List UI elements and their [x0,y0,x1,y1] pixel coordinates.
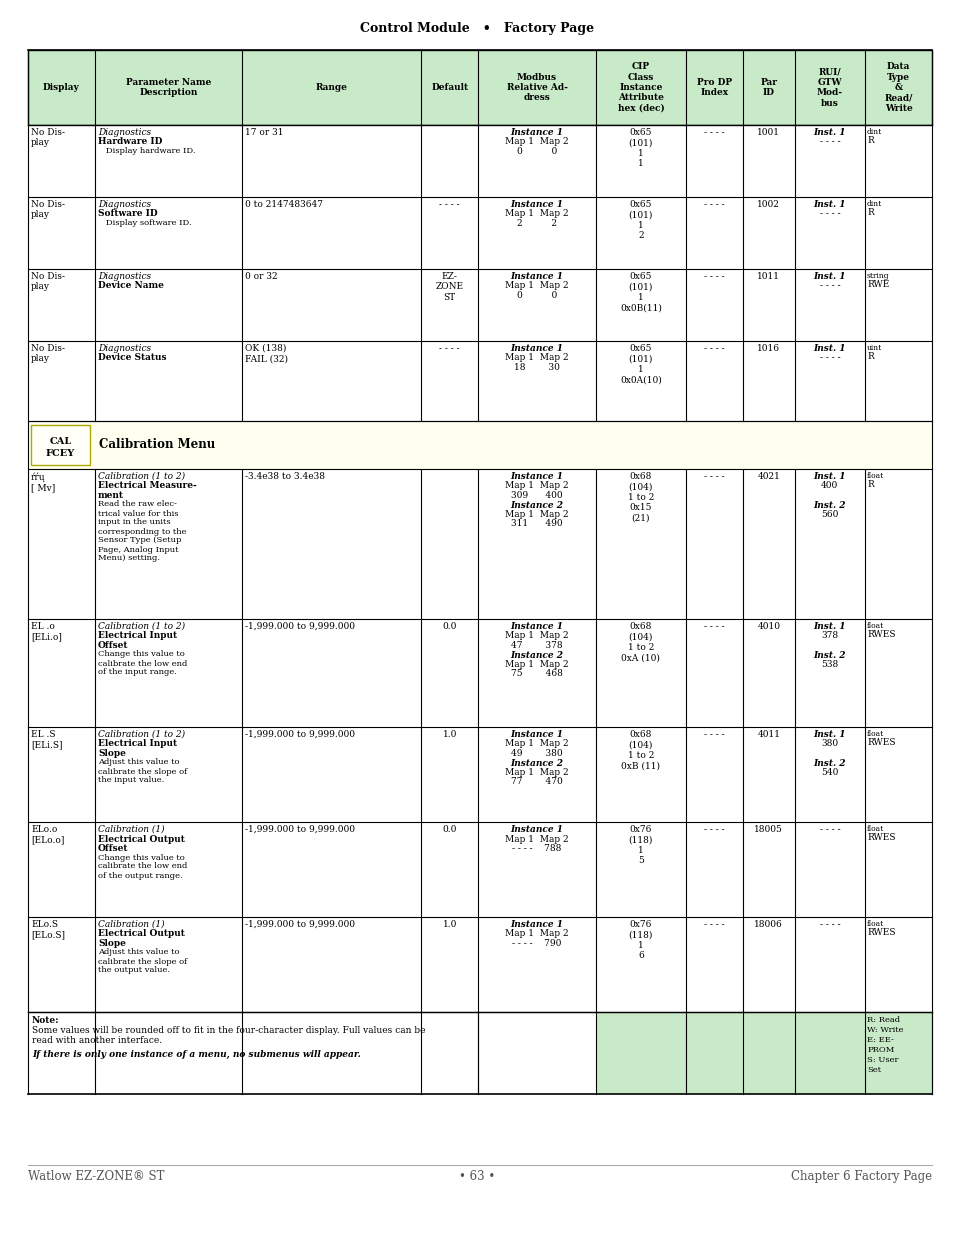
Text: 4021: 4021 [757,472,780,480]
Text: Slope: Slope [98,748,126,758]
Bar [28,125,931,198]
Text: W: Write: W: Write [866,1026,902,1034]
Text: Hardware ID: Hardware ID [98,137,162,147]
Text: R: R [866,480,873,489]
Text: - - - -: - - - - [439,200,459,209]
Bar [28,269,931,341]
Text: 4011: 4011 [757,730,780,739]
Text: Instance 2: Instance 2 [510,651,563,659]
Text: - - - -: - - - - [819,137,840,147]
Text: Instance 1: Instance 1 [510,128,563,137]
Text: Set: Set [866,1066,881,1074]
Text: 17 or 31: 17 or 31 [245,128,283,137]
Text: No Dis-
play: No Dis- play [30,128,65,147]
Text: 0 to 2147483647: 0 to 2147483647 [245,200,323,209]
Text: Adjust this value to: Adjust this value to [98,758,179,767]
Text: Change this value to: Change this value to [98,853,185,862]
Bar [28,341,931,421]
Text: RWE: RWE [866,280,888,289]
Text: Instance 1: Instance 1 [510,345,563,353]
Text: 0.0: 0.0 [442,825,456,834]
Text: Calibration (1): Calibration (1) [98,920,164,929]
Text: -1,999.000 to 9,999.000: -1,999.000 to 9,999.000 [245,730,355,739]
Text: Map 1  Map 2: Map 1 Map 2 [504,482,568,490]
Text: R: R [866,207,873,217]
Text: of the output range.: of the output range. [98,872,182,879]
Text: - - - -: - - - - [703,825,724,834]
Text: Par
ID: Par ID [760,78,777,98]
Text: Electrical Input: Electrical Input [98,740,177,748]
Text: 0x68
(104)
1 to 2
0x15
(21): 0x68 (104) 1 to 2 0x15 (21) [627,472,654,522]
Text: 1016: 1016 [757,345,780,353]
Bar [28,619,931,727]
Text: Calibration (1 to 2): Calibration (1 to 2) [98,622,185,631]
Text: float: float [866,622,883,630]
Text: 309      400: 309 400 [511,492,562,500]
Text: - - - -: - - - - [819,282,840,290]
Bar [28,918,931,1011]
Text: ELo.S
[ELo.S]: ELo.S [ELo.S] [30,920,65,940]
Text: CAL: CAL [50,437,71,447]
Text: 0          0: 0 0 [517,291,557,300]
Text: - - - -: - - - - [703,730,724,739]
Text: 47        378: 47 378 [511,641,562,650]
Text: Some values will be rounded off to fit in the four-character display. Full value: Some values will be rounded off to fit i… [32,1026,425,1035]
Text: the input value.: the input value. [98,777,164,784]
Text: Sensor Type (Setup: Sensor Type (Setup [98,536,181,545]
Text: 0x65
(101)
1
1: 0x65 (101) 1 1 [628,128,653,168]
Text: Map 1  Map 2: Map 1 Map 2 [504,510,568,519]
Text: 378: 378 [821,631,838,641]
Text: 77        470: 77 470 [511,778,562,787]
Text: Display software ID.: Display software ID. [98,219,192,227]
Text: - - - -: - - - - [819,920,840,929]
Text: the output value.: the output value. [98,967,170,974]
Text: Adjust this value to: Adjust this value to [98,948,179,956]
Text: RUI/
GTW
Mod-
bus: RUI/ GTW Mod- bus [816,68,841,107]
Text: Calibration (1 to 2): Calibration (1 to 2) [98,472,185,480]
Text: • 63 •: • 63 • [458,1170,495,1183]
Text: 49        380: 49 380 [511,748,562,758]
Text: EZ-
ZONE
ST: EZ- ZONE ST [436,272,463,301]
Text: Instance 1: Instance 1 [510,825,563,834]
Text: - - - -: - - - - [703,272,724,282]
Text: - - - -: - - - - [819,825,840,834]
Text: PROM: PROM [866,1046,894,1053]
Text: float: float [866,825,883,832]
Text: 4010: 4010 [757,622,780,631]
Text: 0x76
(118)
1
5: 0x76 (118) 1 5 [628,825,653,866]
Text: 18006: 18006 [754,920,782,929]
Text: EL .o
[ELi.o]: EL .o [ELi.o] [30,622,62,641]
Text: Page, Analog Input: Page, Analog Input [98,546,178,553]
Text: RWES: RWES [866,630,895,638]
Text: Electrical Output: Electrical Output [98,930,185,939]
Text: Display: Display [43,83,80,91]
Text: Pro DP
Index: Pro DP Index [697,78,731,98]
Text: Map 1  Map 2: Map 1 Map 2 [504,930,568,939]
Text: -3.4e38 to 3.4e38: -3.4e38 to 3.4e38 [245,472,325,480]
Text: Inst. 1: Inst. 1 [813,200,845,209]
Text: 1011: 1011 [757,272,780,282]
Text: Diagnostics: Diagnostics [98,128,151,137]
Text: Map 1  Map 2: Map 1 Map 2 [504,835,568,844]
Text: R: Read: R: Read [866,1016,900,1024]
Text: Diagnostics: Diagnostics [98,272,151,282]
Text: Map 1  Map 2: Map 1 Map 2 [504,353,568,363]
Text: - - - -    788: - - - - 788 [512,844,561,853]
Text: Electrical Input: Electrical Input [98,631,177,641]
Text: input in the units: input in the units [98,519,171,526]
Text: - - - -: - - - - [703,128,724,137]
Text: Slope: Slope [98,939,126,948]
Text: Inst. 1: Inst. 1 [813,128,845,137]
Text: Inst. 1: Inst. 1 [813,730,845,739]
Text: Inst. 1: Inst. 1 [813,472,845,480]
Text: Map 1  Map 2: Map 1 Map 2 [504,659,568,669]
Bar [30,425,90,466]
Text: Map 1  Map 2: Map 1 Map 2 [504,768,568,777]
Bar [28,727,931,823]
Text: Display hardware ID.: Display hardware ID. [98,147,195,156]
Text: Instance 1: Instance 1 [510,272,563,282]
Text: Inst. 1: Inst. 1 [813,622,845,631]
Text: Chapter 6 Factory Page: Chapter 6 Factory Page [790,1170,931,1183]
Text: uint: uint [866,345,882,352]
Text: 538: 538 [821,659,838,669]
